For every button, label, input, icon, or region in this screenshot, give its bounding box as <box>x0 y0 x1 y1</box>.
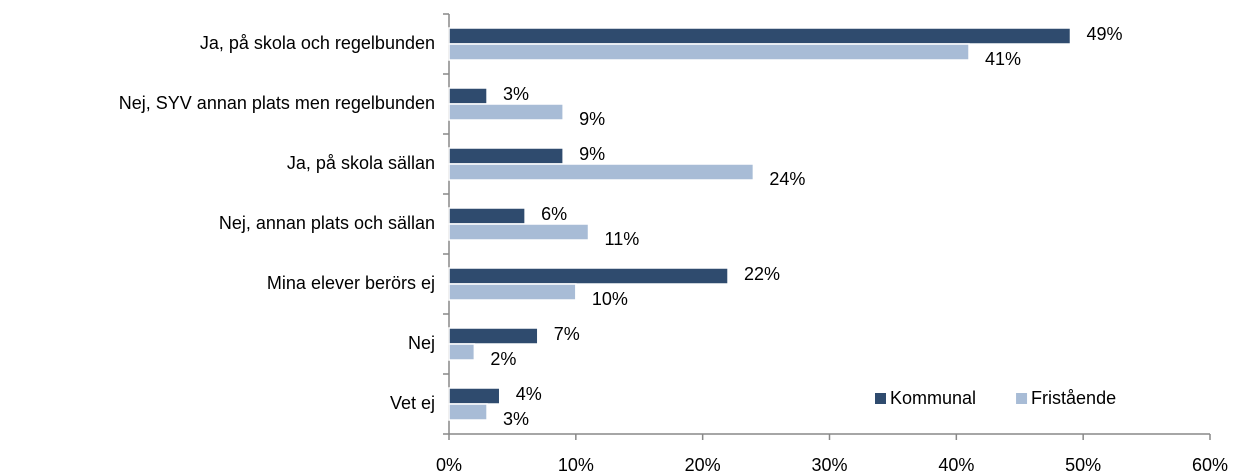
y-tick-label: Vet ej <box>390 393 435 413</box>
y-tick-label: Nej, SYV annan plats men regelbunden <box>119 93 435 113</box>
bar <box>448 403 488 421</box>
bar <box>448 103 564 121</box>
bar <box>448 327 539 345</box>
legend-swatch <box>1016 393 1028 404</box>
bar <box>448 283 577 301</box>
bar <box>448 343 476 361</box>
data-label: 49% <box>1086 24 1122 44</box>
x-tick-label: 50% <box>1065 455 1101 474</box>
y-tick-label: Nej <box>408 333 435 353</box>
x-tick-label: 0% <box>436 455 462 474</box>
bar <box>448 87 488 105</box>
data-label: 10% <box>592 289 628 309</box>
x-tick-label: 20% <box>685 455 721 474</box>
x-tick-label: 60% <box>1192 455 1228 474</box>
bar <box>448 163 755 181</box>
data-label: 9% <box>579 109 605 129</box>
data-label: 4% <box>516 384 542 404</box>
data-label: 24% <box>769 169 805 189</box>
legend-label: Fristående <box>1031 388 1116 408</box>
x-tick-label: 40% <box>938 455 974 474</box>
y-tick-label: Mina elever berörs ej <box>267 273 435 293</box>
bar <box>448 387 501 405</box>
data-label: 3% <box>503 84 529 104</box>
data-label: 41% <box>985 49 1021 69</box>
data-label: 3% <box>503 409 529 429</box>
bar <box>448 43 970 61</box>
data-label: 7% <box>554 324 580 344</box>
bar <box>448 207 526 225</box>
data-label: 11% <box>605 229 640 249</box>
y-tick-label: Ja, på skola sällan <box>287 153 435 173</box>
data-label: 22% <box>744 264 780 284</box>
data-label: 6% <box>541 204 567 224</box>
x-tick-label: 10% <box>558 455 594 474</box>
data-label: 9% <box>579 144 605 164</box>
legend-swatch <box>875 393 886 404</box>
x-tick-label: 30% <box>811 455 847 474</box>
legend-label: Kommunal <box>890 388 976 408</box>
data-label: 2% <box>490 349 516 369</box>
y-tick-label: Ja, på skola och regelbunden <box>200 33 435 53</box>
bar <box>448 267 729 285</box>
bar <box>448 147 564 165</box>
y-tick-label: Nej, annan plats och sällan <box>219 213 435 233</box>
bar <box>448 27 1072 45</box>
bar <box>448 223 590 241</box>
